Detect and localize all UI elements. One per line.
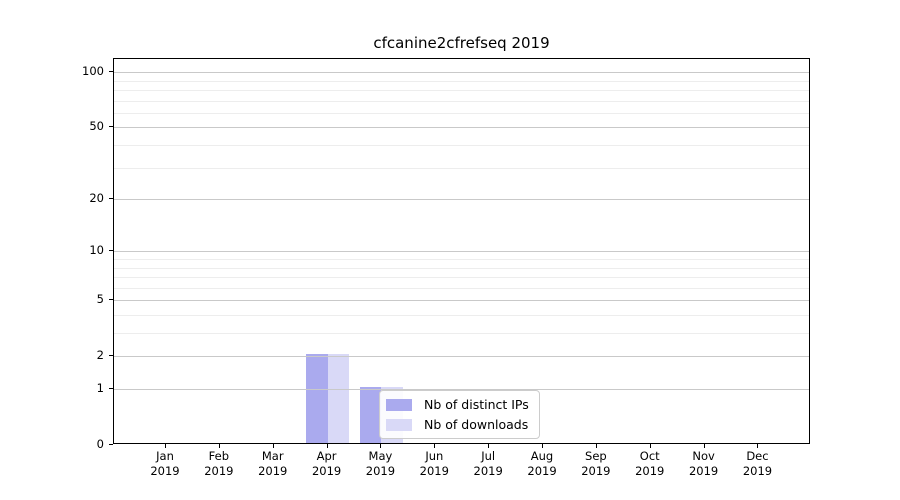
x-tick-label: Apr 2019: [299, 449, 355, 479]
x-tick-month: Dec: [746, 449, 769, 463]
x-tick-year: 2019: [742, 464, 773, 478]
y-tick-label: 100: [82, 63, 104, 78]
minor-gridline: [114, 277, 809, 279]
y-tick-label: 0: [96, 436, 104, 451]
x-tick-label: Sep 2019: [568, 449, 624, 479]
bar-downloads: [327, 354, 350, 443]
x-tick-label: Jul 2019: [460, 449, 516, 479]
y-tick-label: 5: [96, 291, 104, 306]
x-tick-label: Aug 2019: [514, 449, 570, 479]
x-tick-month: Feb: [208, 449, 230, 463]
x-tick-label: Jan 2019: [137, 449, 193, 479]
x-tick-month: Aug: [530, 449, 554, 463]
y-tick-label: 1: [96, 380, 104, 395]
x-tick-year: 2019: [581, 464, 611, 478]
x-tick-mark: [595, 444, 597, 448]
x-tick-month: Jun: [425, 449, 444, 463]
x-tick-mark: [165, 444, 166, 448]
x-tick-year: 2019: [204, 464, 234, 478]
x-tick-year: 2019: [311, 464, 342, 478]
x-tick-month: May: [368, 449, 393, 463]
x-tick-year: 2019: [473, 464, 503, 478]
legend-label-distinct-ips: Nb of distinct IPs: [424, 397, 529, 412]
x-tick-mark: [380, 444, 382, 448]
major-gridline: [114, 389, 809, 390]
y-tick-label: 10: [89, 242, 104, 257]
y-tick-mark: [109, 70, 113, 72]
y-tick-label: 50: [89, 118, 104, 133]
major-gridline: [114, 356, 809, 358]
legend: Nb of distinct IPs Nb of downloads: [379, 390, 540, 439]
y-tick-mark: [109, 298, 113, 300]
x-tick-label: Oct 2019: [622, 449, 678, 479]
x-tick-label: Mar 2019: [245, 449, 301, 479]
x-tick-month: Oct: [639, 449, 660, 463]
minor-gridline: [114, 112, 809, 114]
minor-gridline: [114, 145, 809, 147]
minor-gridline: [114, 100, 809, 102]
y-tick-label: 2: [96, 347, 104, 362]
bar-distinct-ips: [306, 354, 328, 443]
chart-title: cfcanine2cfrefseq 2019: [373, 34, 550, 52]
y-tick-mark: [109, 387, 113, 389]
x-tick-year: 2019: [527, 464, 557, 478]
x-tick-mark: [326, 444, 328, 448]
major-gridline: [114, 127, 809, 129]
minor-gridline: [114, 259, 809, 260]
x-tick-year: 2019: [258, 464, 288, 478]
x-tick-label: Feb 2019: [191, 449, 247, 479]
x-tick-month: Sep: [585, 449, 607, 463]
x-tick-mark: [434, 444, 436, 448]
bar-distinct-ips: [359, 387, 382, 443]
major-gridline: [114, 72, 809, 74]
legend-swatch-distinct-ips: [386, 398, 412, 411]
plot-area: Nb of distinct IPs Nb of downloads: [113, 58, 810, 444]
minor-gridline: [114, 90, 809, 92]
x-tick-month: Jul: [481, 449, 496, 463]
y-tick-mark: [109, 197, 113, 199]
minor-gridline: [114, 80, 809, 82]
major-gridline: [114, 300, 809, 302]
x-tick-mark: [488, 444, 490, 448]
minor-gridline: [114, 267, 809, 269]
legend-item-distinct-ips: Nb of distinct IPs: [386, 397, 529, 412]
x-tick-mark: [218, 444, 220, 448]
x-tick-year: 2019: [419, 464, 449, 478]
x-tick-year: 2019: [688, 464, 719, 478]
x-tick-label: Dec 2019: [729, 449, 785, 479]
y-tick-mark: [109, 443, 113, 445]
x-tick-month: Apr: [316, 449, 337, 463]
legend-swatch-downloads: [386, 418, 412, 431]
major-gridline: [114, 251, 809, 253]
minor-gridline: [114, 287, 809, 289]
minor-gridline: [114, 333, 809, 335]
y-tick-label: 20: [89, 190, 104, 205]
x-tick-month: Mar: [261, 449, 284, 463]
y-tick-mark: [109, 249, 113, 251]
x-tick-mark: [703, 444, 705, 448]
x-tick-year: 2019: [635, 464, 665, 478]
x-tick-mark: [272, 444, 274, 448]
y-tick-mark: [109, 354, 113, 356]
x-tick-label: Nov 2019: [676, 449, 732, 479]
x-tick-mark: [649, 444, 651, 448]
x-tick-year: 2019: [150, 464, 180, 478]
x-tick-mark: [542, 444, 544, 448]
x-tick-label: Jun 2019: [406, 449, 462, 479]
minor-gridline: [114, 167, 809, 169]
y-tick-mark: [109, 125, 113, 127]
legend-item-downloads: Nb of downloads: [386, 417, 529, 432]
legend-label-downloads: Nb of downloads: [424, 417, 529, 432]
x-tick-mark: [757, 444, 759, 448]
x-tick-year: 2019: [365, 464, 396, 478]
x-tick-month: Jan: [156, 449, 174, 463]
major-gridline: [114, 199, 809, 201]
x-tick-month: Nov: [692, 449, 715, 463]
minor-gridline: [114, 314, 809, 316]
x-tick-label: May 2019: [352, 449, 408, 479]
